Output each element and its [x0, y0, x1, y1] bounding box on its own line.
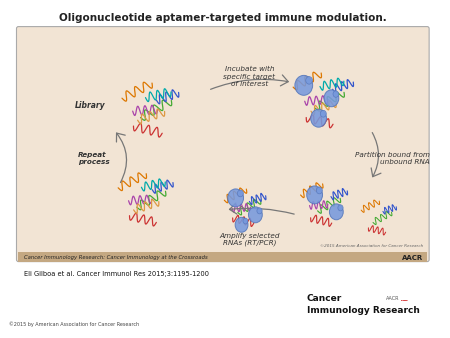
FancyBboxPatch shape	[17, 27, 429, 262]
Text: Cancer: Cancer	[307, 294, 342, 304]
Ellipse shape	[306, 77, 312, 84]
FancyArrowPatch shape	[211, 75, 288, 89]
Ellipse shape	[295, 75, 313, 95]
Ellipse shape	[320, 110, 326, 117]
Text: AACR: AACR	[386, 296, 399, 301]
Text: Library: Library	[75, 101, 105, 110]
Ellipse shape	[307, 186, 323, 204]
Ellipse shape	[235, 217, 248, 232]
Ellipse shape	[316, 187, 322, 194]
Text: Oligonucleotide aptamer-targeted immune modulation.: Oligonucleotide aptamer-targeted immune …	[59, 13, 387, 23]
Ellipse shape	[238, 190, 243, 197]
Text: Eli Gilboa et al. Cancer Immunol Res 2015;3:1195-1200: Eli Gilboa et al. Cancer Immunol Res 201…	[24, 271, 209, 276]
Ellipse shape	[257, 208, 262, 214]
Text: Immunology Research: Immunology Research	[307, 306, 419, 315]
Ellipse shape	[338, 205, 343, 211]
Text: AACR: AACR	[402, 255, 423, 261]
FancyArrowPatch shape	[230, 203, 294, 214]
Ellipse shape	[324, 90, 339, 107]
Text: ©2015 by American Association for Cancer Research: ©2015 by American Association for Cancer…	[9, 322, 139, 327]
Ellipse shape	[333, 91, 339, 97]
FancyArrowPatch shape	[371, 132, 381, 177]
Bar	[18, 252, 427, 262]
Ellipse shape	[329, 204, 343, 220]
FancyArrowPatch shape	[117, 133, 126, 183]
Ellipse shape	[248, 207, 262, 223]
Ellipse shape	[243, 218, 248, 224]
Ellipse shape	[228, 189, 243, 207]
Text: Amplify selected
RNAs (RT/PCR): Amplify selected RNAs (RT/PCR)	[219, 233, 280, 246]
Text: ━━━━: ━━━━	[400, 299, 407, 304]
Text: Repeat
process: Repeat process	[78, 151, 109, 165]
Ellipse shape	[310, 109, 326, 127]
Text: Partition bound from
unbound RNA: Partition bound from unbound RNA	[355, 151, 430, 165]
Text: Cancer Immunology Research: Cancer Immunology at the Crossroads: Cancer Immunology Research: Cancer Immun…	[24, 255, 208, 260]
Text: Incubate with
specific target
of interest: Incubate with specific target of interes…	[224, 67, 275, 87]
Text: ©2015 American Association for Cancer Research: ©2015 American Association for Cancer Re…	[320, 244, 423, 248]
